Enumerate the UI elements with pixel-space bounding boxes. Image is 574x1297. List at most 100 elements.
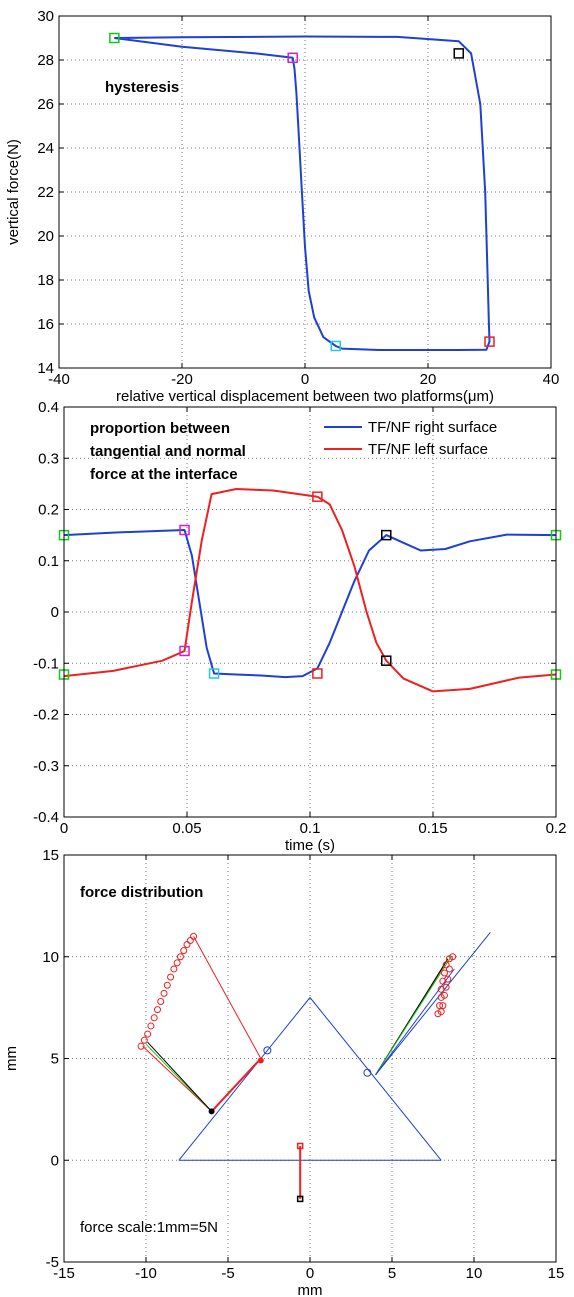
data-point	[163, 981, 171, 989]
chart-panel-2: 0 0.05 0.1 0.15 0.2 -0.4 -0.3 -0.2 -0.1 0 0.1 0.2 0.…	[33, 399, 566, 854]
axes-frame	[63, 854, 557, 1263]
x-tick-label: 10	[466, 1265, 483, 1282]
data-point	[173, 959, 181, 967]
x-tick-label: -5	[221, 1265, 234, 1282]
y-tick-label: 0	[51, 604, 59, 621]
y-tick-label: 22	[37, 184, 54, 201]
data-point	[445, 965, 453, 973]
line-segment	[375, 968, 455, 1076]
line-segment	[142, 1045, 212, 1112]
data-marker	[109, 32, 120, 44]
data-marker	[381, 529, 392, 541]
y-axis-label: vertical force(N)	[5, 139, 22, 245]
chart-panel-3: -15 -10 -5 0 5 10 15 -5 0 5 10 15 mm mm force distribu…	[3, 847, 564, 1297]
x-axis-label: mm	[298, 1282, 323, 1297]
line-segment	[147, 1041, 212, 1112]
y-tick-label: 20	[37, 228, 54, 245]
data-point	[190, 932, 198, 940]
annotation-text: force at the interface	[90, 466, 238, 483]
data-marker	[208, 668, 220, 679]
y-tick-label: -0.4	[33, 809, 59, 826]
data-point	[363, 1068, 372, 1077]
line-segment	[375, 931, 491, 1076]
x-tick-label: -20	[171, 371, 193, 388]
annotation-text: tangential and normal	[90, 443, 246, 460]
x-tick-label: 0	[301, 371, 309, 388]
x-tick-label: -40	[48, 371, 70, 388]
data-point	[186, 936, 194, 944]
data-point	[437, 1008, 445, 1016]
data-point	[176, 953, 184, 961]
y-tick-label: 18	[37, 272, 54, 289]
y-tick-label: 0.1	[38, 553, 59, 570]
y-tick-label: 10	[42, 949, 59, 966]
y-tick-label: 5	[51, 1051, 59, 1068]
x-tick-label: 40	[543, 371, 560, 388]
data-marker	[257, 1057, 264, 1064]
data-point	[150, 1014, 158, 1022]
chart-panel-1: -40 -20 0 20 40 14 16 18 20 22 24 26 28 30 relative ve…	[5, 8, 559, 405]
y-tick-label: 15	[42, 847, 59, 864]
annotation-text: force distribution	[80, 884, 203, 901]
y-tick-label: 26	[37, 96, 54, 113]
data-point	[180, 947, 188, 955]
x-tick-label: -15	[53, 1265, 75, 1282]
line-segment	[309, 997, 442, 1161]
axes-frame	[63, 406, 557, 818]
data-point	[436, 1002, 444, 1010]
x-tick-label: 15	[548, 1265, 565, 1282]
y-tick-label: -5	[46, 1254, 59, 1271]
data-marker	[484, 336, 495, 347]
data-marker	[179, 524, 190, 536]
force-scale-note: force scale:1mm=5N	[80, 1219, 218, 1236]
x-tick-label: 0	[60, 820, 68, 837]
y-tick-label: 14	[37, 360, 54, 377]
y-tick-label: -0.1	[33, 655, 59, 672]
y-tick-label: 24	[37, 140, 54, 157]
x-tick-label: 0.15	[418, 820, 447, 837]
x-axis-label: time (s)	[285, 837, 335, 854]
x-tick-label: 0.2	[546, 820, 567, 837]
data-point	[440, 969, 448, 977]
data-point	[183, 941, 191, 949]
data-marker	[330, 340, 341, 352]
data-marker	[296, 1195, 304, 1203]
y-tick-label: 16	[37, 316, 54, 333]
data-point	[153, 1006, 161, 1014]
line-segment	[193, 936, 262, 1059]
axes-frame	[58, 15, 552, 369]
data-marker	[179, 645, 190, 657]
data-marker	[312, 491, 323, 502]
data-point	[440, 991, 448, 999]
y-tick-label: 28	[37, 52, 54, 69]
line-segment	[375, 956, 452, 1076]
legend-label: TF/NF left surface	[368, 441, 488, 458]
data-point	[449, 953, 457, 961]
data-point	[140, 1036, 148, 1044]
data-point	[439, 1002, 447, 1010]
data-point	[444, 975, 452, 983]
y-tick-label: -0.3	[33, 758, 59, 775]
data-marker	[208, 1108, 215, 1115]
data-point	[137, 1042, 145, 1050]
y-tick-label: 0	[51, 1152, 59, 1169]
data-point	[167, 973, 175, 981]
data-marker	[381, 655, 392, 666]
x-tick-label: 20	[420, 371, 437, 388]
x-axis-label: relative vertical displacement between t…	[116, 388, 494, 405]
legend-label: TF/NF right surface	[368, 419, 497, 436]
data-marker	[296, 1142, 304, 1150]
line-segment	[178, 997, 311, 1161]
y-tick-label: 0.2	[38, 502, 59, 519]
data-marker	[287, 52, 298, 64]
data-point	[170, 965, 178, 973]
data-point	[442, 983, 450, 991]
y-tick-label: 0.3	[38, 450, 59, 467]
x-tick-label: -10	[135, 1265, 157, 1282]
plot-area	[114, 35, 491, 351]
line-segment	[210, 1057, 262, 1113]
series-line-2	[64, 488, 556, 693]
data-point	[157, 998, 165, 1006]
annotation-text: hysteresis	[105, 79, 179, 96]
annotation-text: proportion between	[90, 420, 230, 437]
